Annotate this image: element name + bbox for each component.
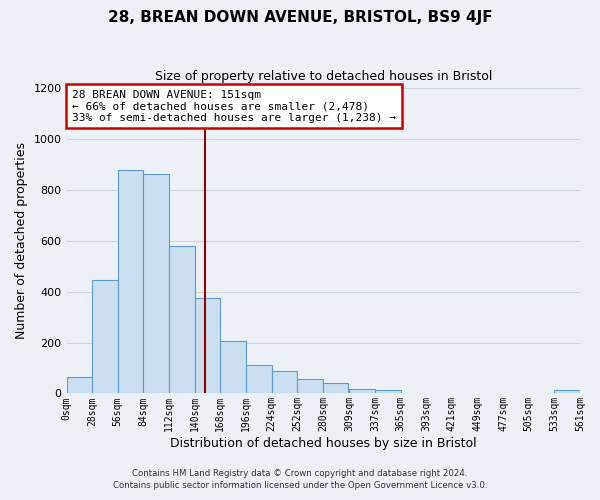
Bar <box>349 389 375 394</box>
Bar <box>272 370 297 394</box>
Bar <box>375 390 401 394</box>
Bar <box>92 280 118 394</box>
Text: 28 BREAN DOWN AVENUE: 151sqm
← 66% of detached houses are smaller (2,478)
33% of: 28 BREAN DOWN AVENUE: 151sqm ← 66% of de… <box>72 90 396 123</box>
Bar <box>554 390 580 394</box>
Bar <box>143 174 169 394</box>
Bar <box>323 382 349 394</box>
Bar <box>118 170 143 394</box>
Title: Size of property relative to detached houses in Bristol: Size of property relative to detached ho… <box>155 70 492 83</box>
Bar <box>194 298 220 394</box>
Bar <box>246 364 272 394</box>
Text: 28, BREAN DOWN AVENUE, BRISTOL, BS9 4JF: 28, BREAN DOWN AVENUE, BRISTOL, BS9 4JF <box>107 10 493 25</box>
Bar <box>297 380 323 394</box>
Y-axis label: Number of detached properties: Number of detached properties <box>15 142 28 340</box>
X-axis label: Distribution of detached houses by size in Bristol: Distribution of detached houses by size … <box>170 437 476 450</box>
Text: Contains HM Land Registry data © Crown copyright and database right 2024.
Contai: Contains HM Land Registry data © Crown c… <box>113 468 487 490</box>
Bar <box>220 342 246 394</box>
Bar <box>67 377 92 394</box>
Bar <box>169 246 194 394</box>
